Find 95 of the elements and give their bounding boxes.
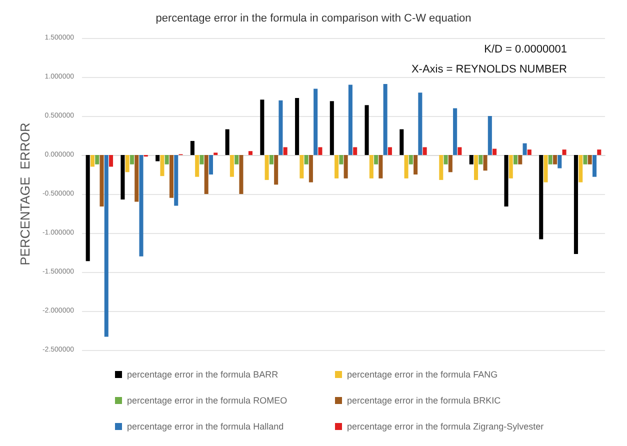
bar [453,108,458,155]
bar [478,155,483,164]
bar [348,84,352,155]
legend-label: percentage error in the formula FANG [347,370,498,380]
bar [374,155,378,164]
bar [592,155,597,177]
legend-label: percentage error in the formula Zigrang-Sylvester [347,422,544,432]
bar [190,140,194,155]
bar [400,129,404,155]
bar [514,155,518,164]
bar [104,155,108,337]
bar [474,155,478,180]
bar [558,155,562,168]
bar [295,98,300,155]
bar [200,155,204,164]
bar [134,155,139,202]
bar [544,155,548,182]
bar [204,155,208,194]
bar [239,155,244,194]
bar [422,147,427,155]
annotation: K/D = 0.0000001 [484,44,568,56]
bar [578,155,583,182]
bar [304,155,308,164]
bar [574,155,578,254]
bar [195,155,200,177]
bar [308,155,313,182]
bar [100,155,104,206]
bar [539,155,544,240]
bar [95,155,100,164]
bar [444,155,448,164]
bar [418,92,422,155]
bar [562,150,566,155]
bar [522,143,527,155]
bar [90,155,94,167]
bar [383,84,388,155]
bar [156,155,160,162]
bar [508,155,513,178]
bar [130,155,134,164]
bar [588,155,592,164]
bar [469,155,474,164]
bar [583,155,588,164]
bar [160,155,164,176]
bar [339,155,344,164]
bar [369,155,374,178]
bar [548,155,552,164]
bar [518,155,522,164]
bar [330,101,334,155]
bar [414,155,418,174]
bar [300,155,304,178]
bar [274,155,278,185]
bar [458,147,462,155]
bar [553,155,558,164]
annotation: X-Axis = REYNOLDS NUMBER [411,64,568,76]
bar [283,147,288,155]
bar [314,88,318,155]
bar [234,155,239,164]
bar [86,155,90,262]
bar [334,155,339,178]
bar [408,155,413,164]
chart-title: percentage error in the formula in comparison with C-W equation [156,12,472,24]
bar [404,155,408,178]
bar [169,155,174,198]
bar [448,155,452,172]
y-axis-title: PERCENTAGE ERROR [18,122,33,266]
bar [483,155,488,171]
bar [353,147,358,155]
bar [264,155,269,180]
bar [125,155,130,172]
bar [109,155,114,167]
bar [174,155,178,206]
legend-label: percentage error in the formula BRKIC [347,396,502,406]
bar [378,155,383,178]
bar [120,155,125,200]
bar [439,155,444,180]
bar [318,147,322,155]
legend-label: percentage error in the formula BARR [127,370,279,380]
bar [527,150,532,155]
bar [139,155,144,256]
bar [344,155,348,178]
bar [260,100,264,155]
bar [492,148,497,155]
bar [248,151,252,155]
bar [164,155,169,164]
bar [504,155,508,206]
bar [225,129,230,155]
bar [208,155,213,174]
bar [269,155,274,164]
legend-label: percentage error in the formula Halland [127,422,284,432]
bar [597,150,602,155]
bar [278,100,283,155]
bar [488,116,492,155]
bar [230,155,234,177]
bar [364,105,369,155]
legend-label: percentage error in the formula ROMEO [127,396,288,406]
bar [388,147,392,155]
